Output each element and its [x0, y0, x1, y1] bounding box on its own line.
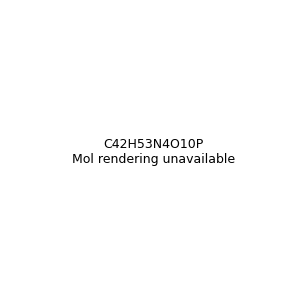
Text: C42H53N4O10P
Mol rendering unavailable: C42H53N4O10P Mol rendering unavailable	[72, 137, 235, 166]
